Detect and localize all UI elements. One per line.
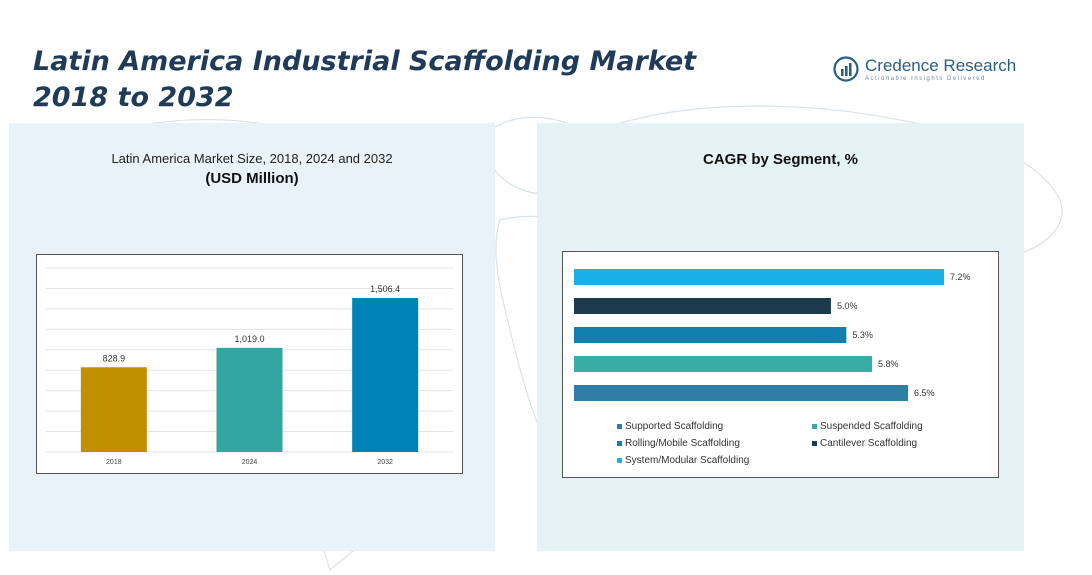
legend-swatch [617,441,622,446]
legend-item: System/Modular Scaffolding [617,455,749,466]
segment-value-label: 7.2% [950,272,971,282]
legend-item: Suspended Scaffolding [812,421,923,432]
legend-label: Supported Scaffolding [625,421,724,432]
x-tick-label: 2032 [377,459,393,466]
credence-research-logo-icon [833,56,859,82]
segment-bar [574,385,909,401]
bar-2018 [80,367,147,452]
title-line-2: 2018 to 2032 [33,82,234,113]
x-tick-label: 2018 [106,459,122,466]
bar-value-label: 828.9 [103,353,126,363]
legend-item: Supported Scaffolding [617,421,723,432]
cagr-chart-title: CAGR by Segment, % [702,151,859,168]
bar-value-label: 1,506.4 [370,284,400,294]
legend-item: Cantilever Scaffolding [812,438,917,449]
logo-tagline: Actionable Insights Delivered [865,75,986,82]
page-title: Latin America Industrial Scaffolding Mar… [33,44,696,116]
bar-value-label: 1,019.0 [234,334,264,344]
market-size-bar-chart: 828.9 2018 1,019.0 2024 1,506.4 2032 [46,267,453,466]
segment-bar [574,298,831,314]
legend-swatch [812,441,817,446]
legend-item: Rolling/Mobile Scaffolding [617,438,740,449]
title-line-1: Latin America Industrial Scaffolding Mar… [33,46,697,77]
market-size-chart-unit: (USD Million) [205,170,299,187]
segment-value-label: 6.5% [914,388,935,398]
logo-name: Credence Research [865,55,1017,75]
segment-bar [574,269,944,285]
legend-label: System/Modular Scaffolding [625,455,750,466]
market-size-chart-title: Latin America Market Size, 2018, 2024 an… [111,151,393,166]
legend-label: Cantilever Scaffolding [820,438,918,449]
segment-bar [574,356,873,372]
bar-2024 [216,347,283,452]
legend-label: Rolling/Mobile Scaffolding [625,438,740,449]
legend-swatch [812,424,817,429]
segment-value-label: 5.0% [837,301,858,311]
legend-label: Suspended Scaffolding [820,421,923,432]
segment-value-label: 5.8% [878,359,899,369]
segment-bar [574,327,847,343]
segment-value-label: 5.3% [852,330,873,340]
bar-2032 [352,298,419,452]
legend-swatch [617,458,622,463]
cagr-horizontal-bar-chart: 7.2% 5.0% 5.3% 5.8% 6.5% [574,269,971,401]
legend-swatch [617,424,622,429]
x-tick-label: 2024 [242,459,258,466]
brand-logo: Credence Research Actionable Insights De… [833,54,1016,84]
